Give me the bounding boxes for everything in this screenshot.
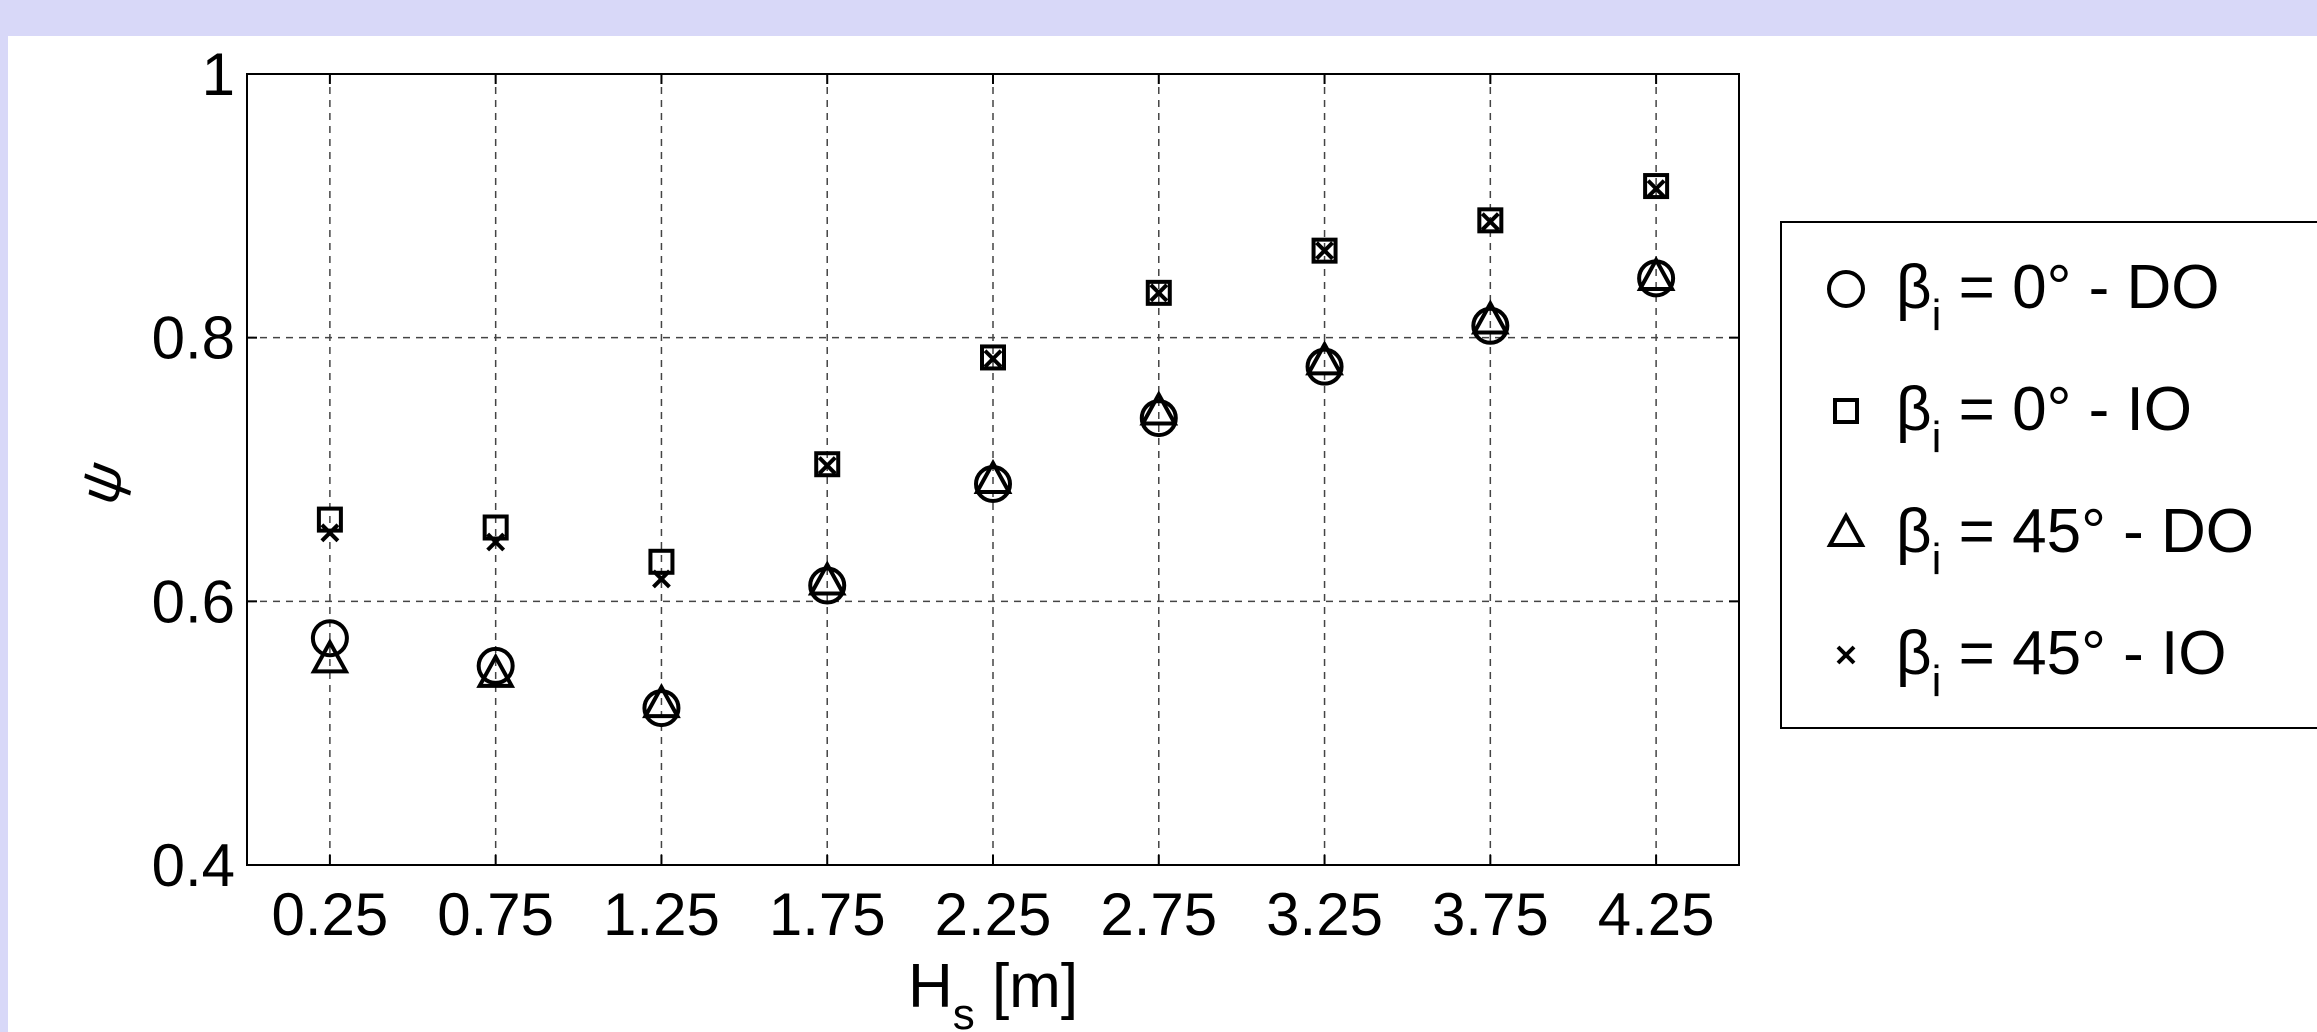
x-tick-label: 2.75 xyxy=(1100,881,1217,948)
x-tick-label: 1.25 xyxy=(603,881,720,948)
data-point-circle-marker xyxy=(1305,347,1344,386)
data-point-circle-marker xyxy=(1471,306,1510,345)
data-point-triangle-marker xyxy=(310,638,350,674)
figure: 0.25 0.75 1.25 1.75 2.25 2.75 3.25 3.75 4.25 0.4… xyxy=(8,36,2317,1032)
data-point-x-marker xyxy=(983,349,1003,369)
data-point-triangle-marker xyxy=(1305,340,1344,376)
data-point-x-marker xyxy=(1480,212,1500,232)
legend-box xyxy=(1780,221,2317,729)
data-point-x-marker xyxy=(320,523,340,543)
y-tick-label: 0.6 xyxy=(152,568,235,635)
y-tick-label: 1 xyxy=(202,41,235,108)
legend-entry-label: βi = 0° - DO xyxy=(1896,253,2219,340)
data-point-triangle-marker xyxy=(476,652,516,688)
data-point-triangle-marker xyxy=(973,458,1013,495)
data-point-x-marker xyxy=(486,532,506,552)
x-tick-label: 0.25 xyxy=(271,881,388,948)
data-point-x-marker xyxy=(1315,241,1334,261)
data-point-square-marker xyxy=(1311,237,1338,264)
data-point-square-marker xyxy=(482,514,509,541)
legend: βi = 0° - DO βi = 0° - IO βi = 45° - DO βi … xyxy=(1780,221,2317,729)
data-point-square-marker xyxy=(1145,279,1172,306)
x-tick-label: 1.75 xyxy=(769,881,886,948)
data-point-x-marker xyxy=(1646,179,1666,199)
data-point-square-marker xyxy=(814,451,841,478)
data-point-square-marker xyxy=(980,344,1006,371)
data-point-triangle-marker xyxy=(1470,299,1510,335)
data-point-triangle-marker xyxy=(1636,255,1676,292)
data-point-triangle-marker xyxy=(642,683,681,719)
legend-circle-marker xyxy=(1827,270,1865,308)
legend-entry-label: βi = 45° - IO xyxy=(1896,619,2226,706)
x-axis-label: Hs [m] xyxy=(908,952,1078,1032)
data-point-triangle-marker xyxy=(807,560,847,596)
x-tick-label: 3.25 xyxy=(1266,881,1383,948)
legend-x-marker xyxy=(1836,645,1856,665)
data-point-square-marker xyxy=(1643,173,1670,200)
legend-entry-label: βi = 45° - DO xyxy=(1896,497,2254,584)
data-point-x-marker xyxy=(817,456,837,475)
x-tick-label: 4.25 xyxy=(1598,881,1715,948)
x-tick-label: 3.75 xyxy=(1432,881,1549,948)
legend-entry-label: βi = 0° - IO xyxy=(1896,375,2192,462)
grid xyxy=(247,73,1739,865)
x-tick-label: 2.25 xyxy=(935,881,1052,948)
scatter-chart: 0.25 0.75 1.25 1.75 2.25 2.75 3.25 3.75 4.25 0.4… xyxy=(66,41,2317,1032)
data-point-square-marker xyxy=(648,548,675,575)
data-markers xyxy=(310,173,1676,728)
data-point-circle-marker xyxy=(310,619,349,658)
y-tick-label: 0.8 xyxy=(152,305,235,372)
data-point-square-marker xyxy=(1477,207,1504,234)
y-tick-label: 0.4 xyxy=(152,832,235,899)
data-point-circle-marker xyxy=(1139,399,1178,438)
x-tick-label: 0.75 xyxy=(437,881,554,948)
data-point-triangle-marker xyxy=(1139,390,1179,426)
data-point-x-marker xyxy=(1149,283,1169,303)
data-point-circle-marker xyxy=(476,646,515,685)
x-axis-ticks: 0.25 0.75 1.25 1.75 2.25 2.75 3.25 3.75 4.25 xyxy=(271,74,1715,948)
legend-triangle-marker xyxy=(1826,511,1866,547)
y-axis-ticks: 0.4 0.6 0.8 1 xyxy=(152,41,1739,899)
data-point-x-marker xyxy=(652,569,671,589)
legend-square-marker xyxy=(1833,398,1859,424)
y-axis-label: ψ xyxy=(66,457,135,508)
